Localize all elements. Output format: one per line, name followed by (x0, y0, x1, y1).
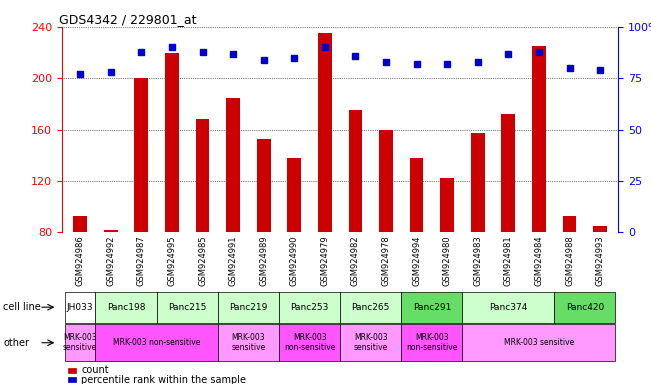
Bar (593, 226, 607, 232)
Text: MRK-003
sensitive: MRK-003 sensitive (63, 333, 97, 353)
Bar (440, 179, 454, 232)
Bar (562, 216, 576, 232)
Text: MRK-003
non-sensitive: MRK-003 non-sensitive (284, 333, 335, 353)
Bar (135, 78, 148, 232)
Bar (501, 114, 515, 232)
Text: Panc215: Panc215 (168, 303, 206, 312)
Text: GDS4342 / 229801_at: GDS4342 / 229801_at (59, 13, 197, 26)
Bar (532, 46, 546, 232)
Text: count: count (81, 365, 109, 375)
Text: MRK-003
non-sensitive: MRK-003 non-sensitive (406, 333, 458, 353)
Text: Panc198: Panc198 (107, 303, 145, 312)
Text: percentile rank within the sample: percentile rank within the sample (81, 375, 246, 384)
Bar (104, 230, 118, 232)
Bar (74, 216, 87, 232)
Bar (227, 98, 240, 232)
Text: MRK-003
sensitive: MRK-003 sensitive (353, 333, 388, 353)
Bar (471, 134, 484, 232)
Text: Panc265: Panc265 (352, 303, 390, 312)
Text: Panc420: Panc420 (566, 303, 604, 312)
Bar (165, 53, 179, 232)
Bar (409, 158, 424, 232)
Text: Panc219: Panc219 (229, 303, 268, 312)
Bar (379, 130, 393, 232)
Bar (256, 139, 271, 232)
Bar (287, 158, 301, 232)
Text: Panc291: Panc291 (413, 303, 451, 312)
Text: JH033: JH033 (67, 303, 94, 312)
Text: Panc374: Panc374 (489, 303, 527, 312)
Text: cell line: cell line (3, 302, 41, 312)
Bar (348, 110, 363, 232)
Text: MRK-003
sensitive: MRK-003 sensitive (231, 333, 266, 353)
Text: MRK-003 sensitive: MRK-003 sensitive (504, 338, 574, 347)
Text: Panc253: Panc253 (290, 303, 329, 312)
Text: MRK-003 non-sensitive: MRK-003 non-sensitive (113, 338, 201, 347)
Bar (196, 119, 210, 232)
Bar (318, 33, 332, 232)
Text: other: other (3, 338, 29, 348)
